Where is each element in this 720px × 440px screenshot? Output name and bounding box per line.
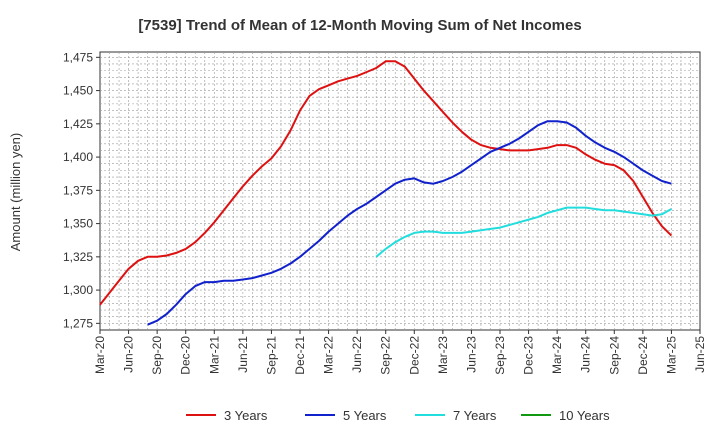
- x-tick-label: Dec-23: [522, 336, 536, 375]
- x-tick-label: Mar-22: [322, 336, 336, 374]
- series-line-7-years: [375, 206, 672, 258]
- y-tick-label: 1,300: [63, 283, 93, 297]
- x-axis-ticks: Mar-20 Jun-20 Sep-20 Dec-20 Mar-21 Jun-21 Sep-…: [93, 330, 707, 375]
- y-tick-label: 1,425: [63, 117, 93, 131]
- series-line-5-years: [147, 120, 672, 326]
- grid: [100, 52, 700, 330]
- x-tick-label: Sep-21: [264, 336, 278, 375]
- y-axis-ticks: 1,275 1,300 1,325 1,350 1,375 1,400 1,425 1,450…: [63, 50, 100, 330]
- x-tick-label: Dec-20: [179, 336, 193, 375]
- plot-frame: [99, 51, 701, 331]
- x-tick-label: Mar-20: [93, 336, 107, 374]
- plot-area: [99, 51, 701, 331]
- x-tick-label: Dec-21: [293, 336, 307, 375]
- x-tick-label: Sep-22: [379, 336, 393, 375]
- legend-label: 10 Years: [559, 408, 610, 423]
- y-tick-label: 1,450: [63, 84, 93, 98]
- x-tick-label: Dec-22: [407, 336, 421, 375]
- chart-title: [7539] Trend of Mean of 12-Month Moving …: [138, 17, 581, 34]
- x-tick-label: Jun-21: [236, 336, 250, 373]
- x-tick-label: Jun-25: [693, 336, 707, 373]
- x-tick-label: Sep-24: [607, 336, 621, 375]
- x-tick-label: Mar-23: [436, 336, 450, 374]
- x-tick-label: Mar-25: [664, 336, 678, 374]
- y-axis-label: Amount (million yen): [8, 133, 23, 252]
- y-tick-label: 1,350: [63, 217, 93, 231]
- x-tick-label: Jun-22: [350, 336, 364, 373]
- legend: 3 Years 5 Years 7 Years 10 Years: [186, 408, 610, 423]
- y-tick-label: 1,400: [63, 150, 93, 164]
- x-tick-label: Mar-21: [207, 336, 221, 374]
- x-tick-label: Jun-23: [464, 336, 478, 373]
- y-tick-label: 1,475: [63, 50, 93, 64]
- x-tick-label: Sep-23: [493, 336, 507, 375]
- x-tick-label: Jun-24: [579, 336, 593, 373]
- y-tick-label: 1,375: [63, 183, 93, 197]
- y-tick-label: 1,275: [63, 316, 93, 330]
- x-tick-label: Mar-24: [550, 336, 564, 374]
- series-line-3-years: [99, 60, 673, 306]
- legend-label: 3 Years: [224, 408, 268, 423]
- y-tick-label: 1,325: [63, 250, 93, 264]
- legend-label: 7 Years: [453, 408, 497, 423]
- x-tick-label: Sep-20: [150, 336, 164, 375]
- x-tick-label: Dec-24: [636, 336, 650, 375]
- series-lines: [99, 60, 673, 326]
- legend-label: 5 Years: [343, 408, 387, 423]
- x-tick-label: Jun-20: [122, 336, 136, 373]
